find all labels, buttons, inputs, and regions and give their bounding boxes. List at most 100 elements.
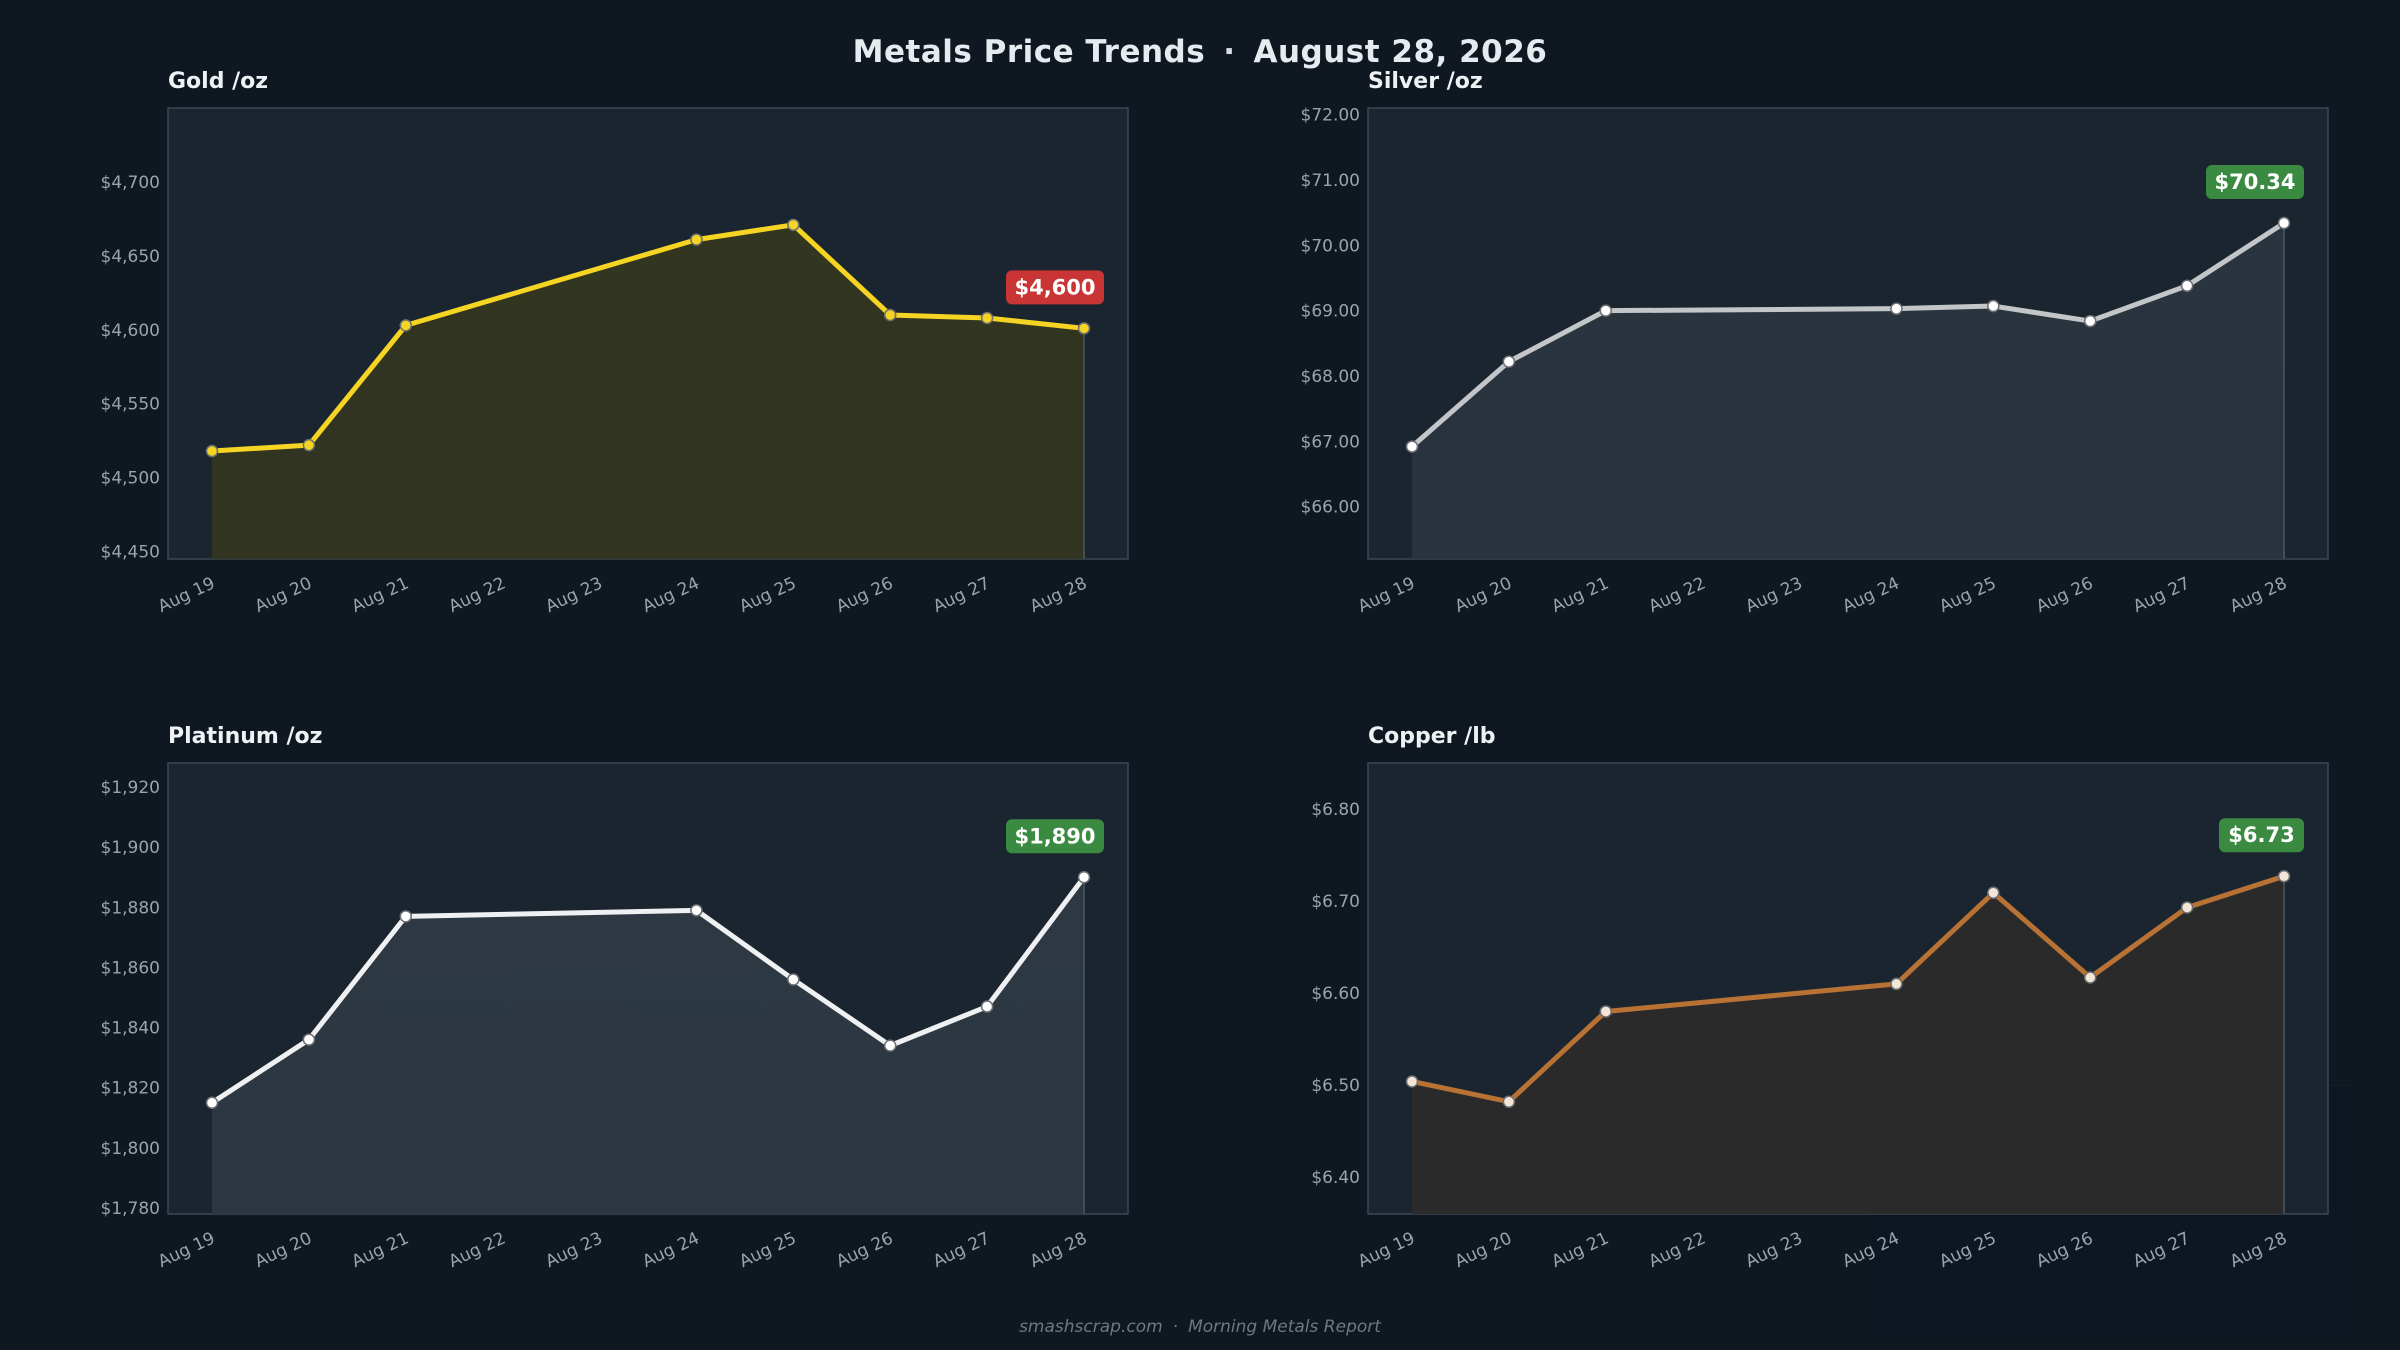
y-tick-label: $1,780 [101, 1199, 160, 1219]
last-value-badge [1006, 819, 1104, 854]
x-tick-label: Aug 22 [1646, 573, 1709, 617]
x-tick-label: Aug 20 [1452, 1228, 1515, 1272]
footer-site: smashscrap.com [1019, 1317, 1163, 1337]
x-tick-label: Aug 27 [2130, 1228, 2193, 1272]
x-tick-label: Aug 25 [736, 1228, 799, 1272]
x-tick-label: Aug 19 [1355, 573, 1418, 617]
footer-separator: · [1172, 1317, 1179, 1337]
x-tick-label: Aug 23 [1743, 573, 1806, 617]
page-date: August 28, 2026 [1253, 34, 1548, 70]
data-point [787, 218, 800, 232]
series-area [1412, 223, 2284, 560]
data-point [980, 311, 994, 325]
data-point [1987, 299, 2000, 313]
data-point [1599, 304, 1613, 317]
y-tick-label: $4,650 [101, 247, 160, 267]
y-tick-label: $1,860 [101, 958, 160, 978]
y-tick-label: $69.00 [1301, 302, 1360, 322]
data-point [1502, 355, 1516, 368]
series-area [1412, 876, 2284, 1214]
y-tick-label: $71.00 [1301, 171, 1360, 191]
last-value-label: $6.73 [2228, 823, 2294, 847]
data-point [1890, 977, 1903, 991]
series-area [212, 224, 1084, 559]
x-tick-label: Aug 25 [736, 573, 799, 617]
x-tick-label: Aug 26 [833, 573, 896, 617]
y-tick-label: $1,820 [101, 1079, 160, 1099]
data-point [399, 319, 413, 332]
x-tick-label: Aug 26 [2033, 1228, 2096, 1272]
last-value-label: $1,890 [1014, 824, 1095, 848]
data-point [1405, 440, 1419, 453]
y-tick-label: $4,600 [101, 321, 160, 341]
x-tick-label: Aug 19 [155, 573, 218, 617]
series-area [212, 877, 1084, 1214]
series-line [209, 222, 1087, 454]
data-point [883, 1039, 897, 1052]
chart-3: Copper /lb $6.40 $6.50 $6.60 $6.70 $6.80 Aug 1… [1311, 724, 2329, 1272]
x-tick-label: Aug 19 [155, 1228, 218, 1272]
x-tick-label: Aug 28 [1027, 1228, 1090, 1272]
x-tick-label: Aug 20 [252, 573, 315, 617]
x-tick-label: Aug 27 [2130, 573, 2193, 617]
x-tick-label: Aug 27 [930, 1228, 993, 1272]
data-point [2083, 971, 2097, 984]
x-tick-label: Aug 24 [1840, 573, 1903, 617]
chart-1: Silver /oz $66.00 $67.00 $68.00 $69.00 $70.00… [1301, 69, 2329, 617]
data-point [1890, 302, 1903, 315]
data-point [1077, 871, 1091, 884]
y-tick-label: $4,500 [101, 469, 160, 489]
x-tick-label: Aug 28 [2227, 573, 2290, 617]
data-point [690, 904, 703, 917]
data-point [2277, 216, 2291, 230]
y-tick-label: $70.00 [1301, 236, 1360, 256]
data-point [2180, 279, 2194, 293]
data-point [1077, 322, 1091, 335]
y-tick-label: $68.00 [1301, 367, 1360, 387]
page-title-text: Metals Price Trends [852, 34, 1206, 70]
x-tick-label: Aug 22 [446, 1228, 509, 1272]
data-point [1599, 1005, 1613, 1018]
x-tick-label: Aug 28 [1027, 573, 1090, 617]
x-tick-label: Aug 25 [1936, 1228, 1999, 1272]
series-line [1409, 220, 2287, 450]
data-point [1502, 1095, 1516, 1108]
title-separator: · [1223, 34, 1236, 70]
x-tick-label: Aug 23 [543, 1228, 606, 1272]
last-value-badge [1006, 270, 1104, 305]
y-tick-label: $67.00 [1301, 432, 1360, 452]
data-point [302, 1033, 316, 1046]
data-point [302, 438, 316, 452]
y-tick-label: $6.80 [1311, 800, 1360, 820]
chart-title: Gold /oz [168, 69, 268, 94]
data-point [2277, 869, 2291, 883]
x-tick-label: Aug 24 [1840, 1228, 1903, 1272]
y-tick-label: $6.70 [1311, 892, 1360, 912]
x-tick-label: Aug 26 [833, 1228, 896, 1272]
y-tick-label: $4,550 [101, 395, 160, 415]
data-point [883, 308, 897, 322]
x-tick-label: Aug 23 [1743, 1228, 1806, 1272]
x-tick-label: Aug 22 [446, 573, 509, 617]
y-tick-label: $6.40 [1311, 1168, 1360, 1188]
x-tick-label: Aug 19 [1355, 1228, 1418, 1272]
footer-report: Morning Metals Report [1188, 1317, 1381, 1337]
data-point [205, 444, 219, 458]
chart-title: Platinum /oz [168, 724, 322, 749]
y-tick-label: $4,450 [101, 543, 160, 563]
x-tick-label: Aug 28 [2227, 1228, 2290, 1272]
data-point [1987, 886, 2000, 900]
series-line [209, 874, 1087, 1106]
x-tick-label: Aug 20 [1452, 573, 1515, 617]
chart-2: Platinum /oz $1,780 $1,800 $1,820 $1,840 $1,8… [101, 724, 1129, 1272]
data-point [690, 233, 703, 246]
y-tick-label: $6.50 [1311, 1076, 1360, 1096]
x-tick-label: Aug 21 [1549, 573, 1612, 617]
page-title: Metals Price Trends · August 28, 2026 [0, 34, 2400, 70]
chart-title: Silver /oz [1368, 69, 1483, 94]
chart-title: Copper /lb [1368, 724, 1496, 749]
last-value-label: $4,600 [1014, 275, 1095, 299]
last-value-badge [2206, 165, 2304, 200]
y-tick-label: $66.00 [1301, 498, 1360, 518]
